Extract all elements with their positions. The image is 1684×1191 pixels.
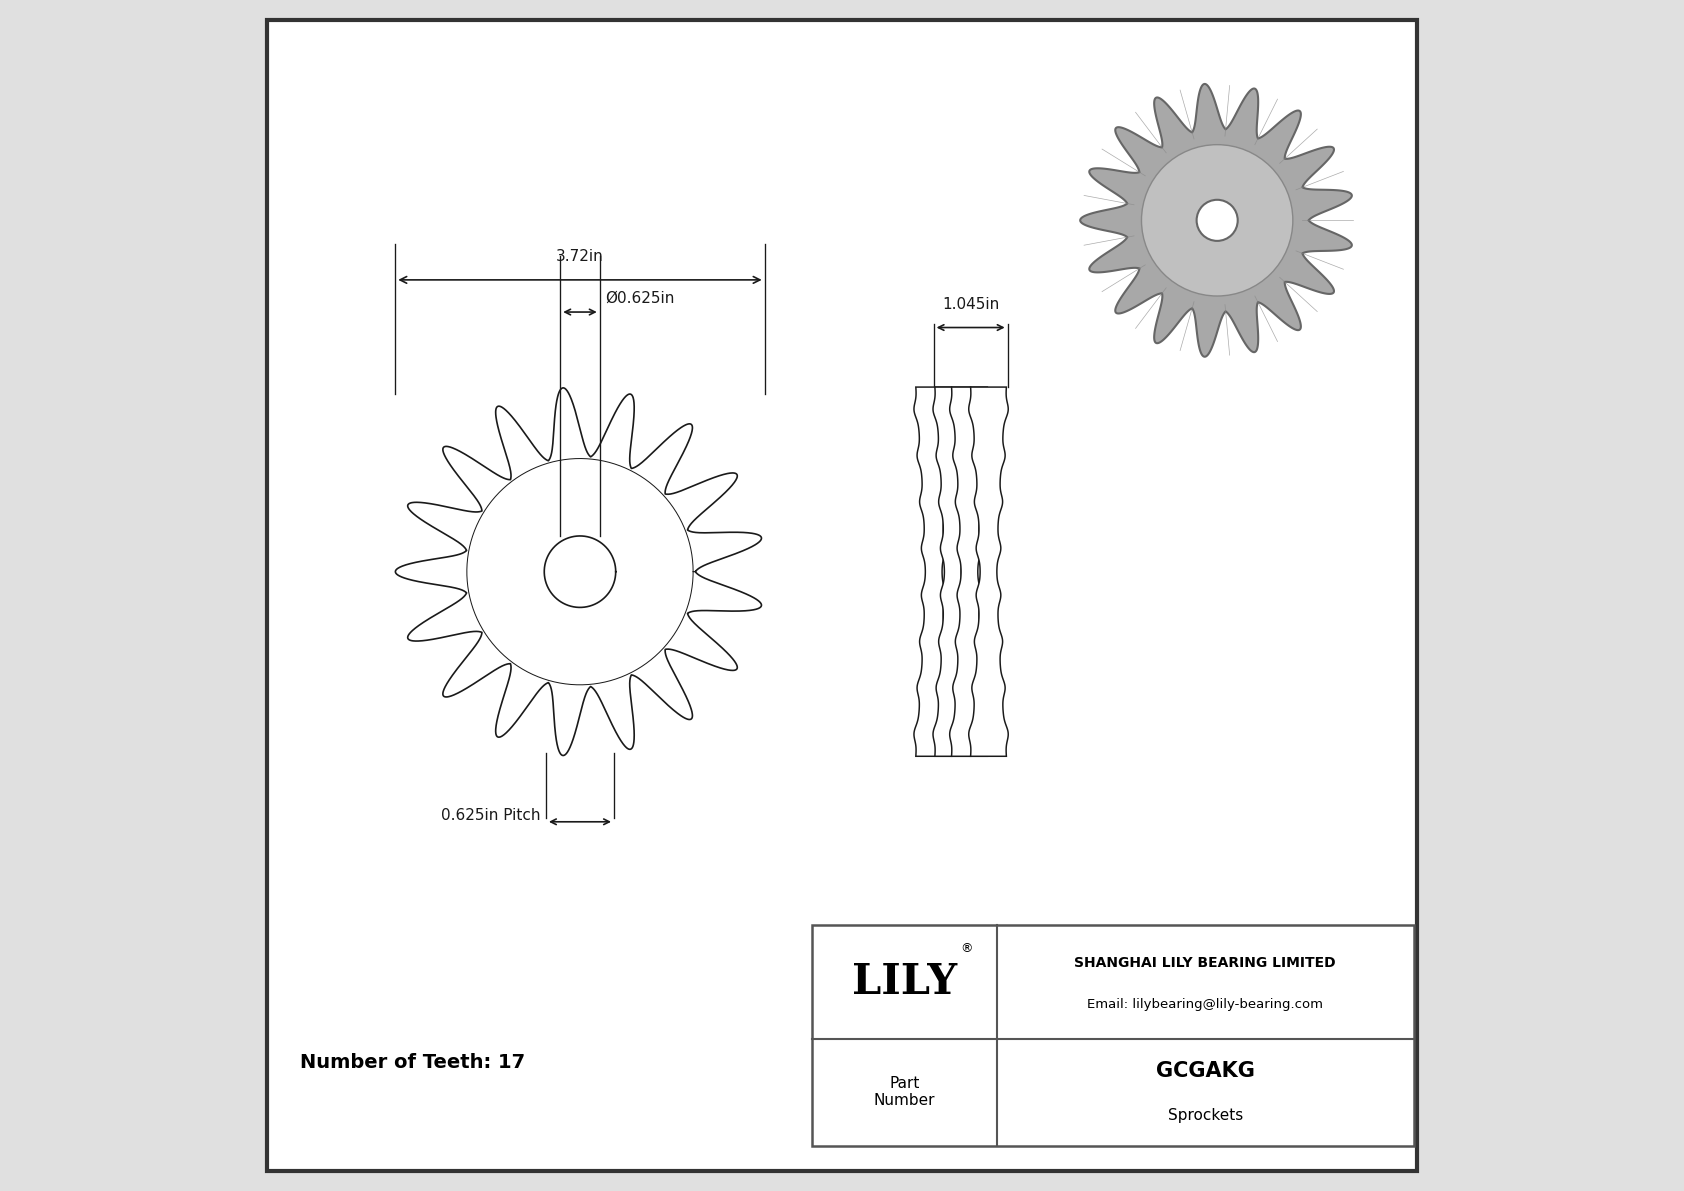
Bar [812,925,1413,1146]
Text: Sprockets: Sprockets [1167,1109,1243,1123]
Polygon shape [950,387,989,756]
Polygon shape [914,387,953,756]
Text: Ø0.625in: Ø0.625in [606,291,675,306]
Polygon shape [968,387,1009,756]
Text: 3.72in: 3.72in [556,249,605,264]
Text: SHANGHAI LILY BEARING LIMITED: SHANGHAI LILY BEARING LIMITED [1074,955,1335,969]
Text: Email: lilybearing@lily-bearing.com: Email: lilybearing@lily-bearing.com [1088,998,1324,1011]
Text: GCGAKG: GCGAKG [1155,1061,1255,1080]
Text: LILY: LILY [852,961,957,1003]
Polygon shape [933,387,972,756]
Polygon shape [1079,83,1352,357]
Text: Number of Teeth: 17: Number of Teeth: 17 [300,1053,525,1072]
Text: ®: ® [960,942,973,955]
Text: Part
Number: Part Number [874,1075,935,1109]
Text: 1.045in: 1.045in [941,297,999,312]
Circle shape [1142,144,1293,297]
Text: 0.625in Pitch: 0.625in Pitch [441,809,541,823]
Circle shape [1197,200,1238,241]
